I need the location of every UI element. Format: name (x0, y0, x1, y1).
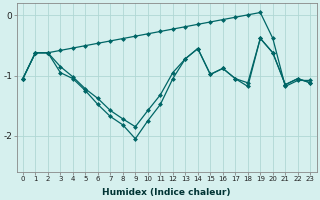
X-axis label: Humidex (Indice chaleur): Humidex (Indice chaleur) (102, 188, 231, 197)
